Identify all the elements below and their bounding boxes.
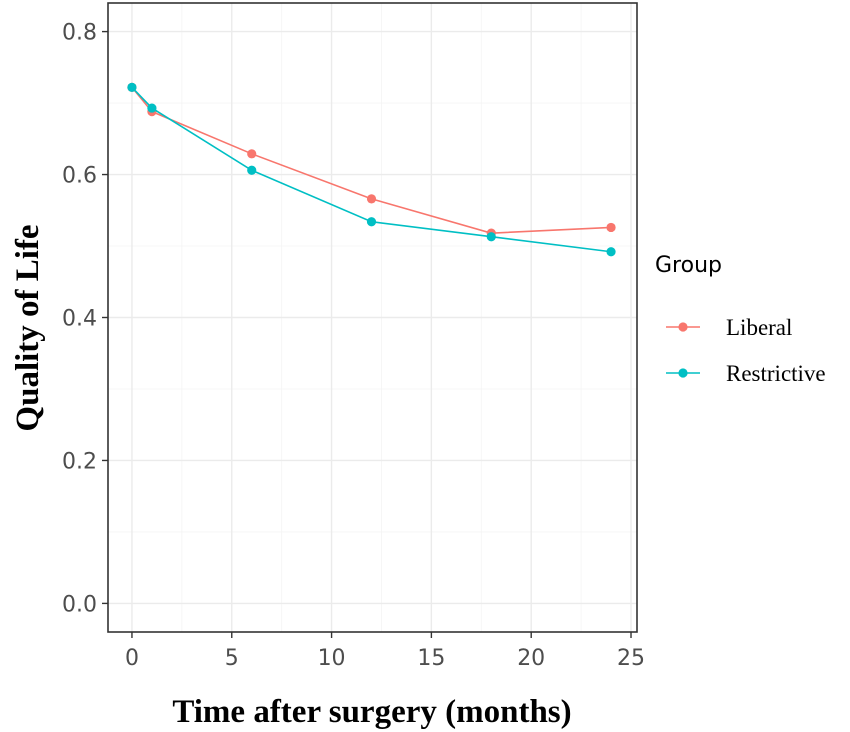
legend-label: Restrictive [726,361,826,386]
x-tick-label: 0 [125,646,139,671]
legend: Group Liberal Restrictive [655,253,826,386]
data-point [366,217,377,227]
legend-marker [678,368,688,378]
y-tick-label: 0.2 [62,449,97,474]
data-point [366,194,377,204]
x-tick-label: 5 [225,646,239,671]
x-tick-label: 25 [617,646,645,671]
legend-item-restrictive: Restrictive [666,361,826,386]
data-point [127,82,137,92]
series-liberal [127,82,616,238]
data-point [606,247,616,257]
legend-item-liberal: Liberal [666,315,792,340]
data-point [486,232,496,242]
y-tick-label: 0.6 [62,164,97,189]
data-point [147,103,157,113]
axes: 0 5 10 15 20 25 0.0 0.2 0.4 0.6 0.8 [62,21,645,671]
data-point [247,165,257,175]
series-restrictive [127,82,616,257]
legend-title: Group [655,253,722,278]
legend-items: Liberal Restrictive [666,315,826,386]
series-line [131,86,612,234]
plot-series [127,82,616,257]
x-tick-label: 20 [517,646,545,671]
legend-label: Liberal [726,315,792,340]
y-tick-label: 0.0 [62,592,97,617]
legend-marker [678,322,688,332]
y-tick-label: 0.8 [62,21,97,46]
x-axis-title: Time after surgery (months) [172,694,571,730]
x-tick-label: 15 [417,646,445,671]
data-point [606,222,616,233]
x-tick-label: 10 [318,646,346,671]
y-axis-title: Quality of Life [10,224,46,431]
data-point [247,149,257,159]
y-tick-label: 0.4 [62,307,97,332]
series-line [131,86,612,253]
grid [108,3,637,632]
